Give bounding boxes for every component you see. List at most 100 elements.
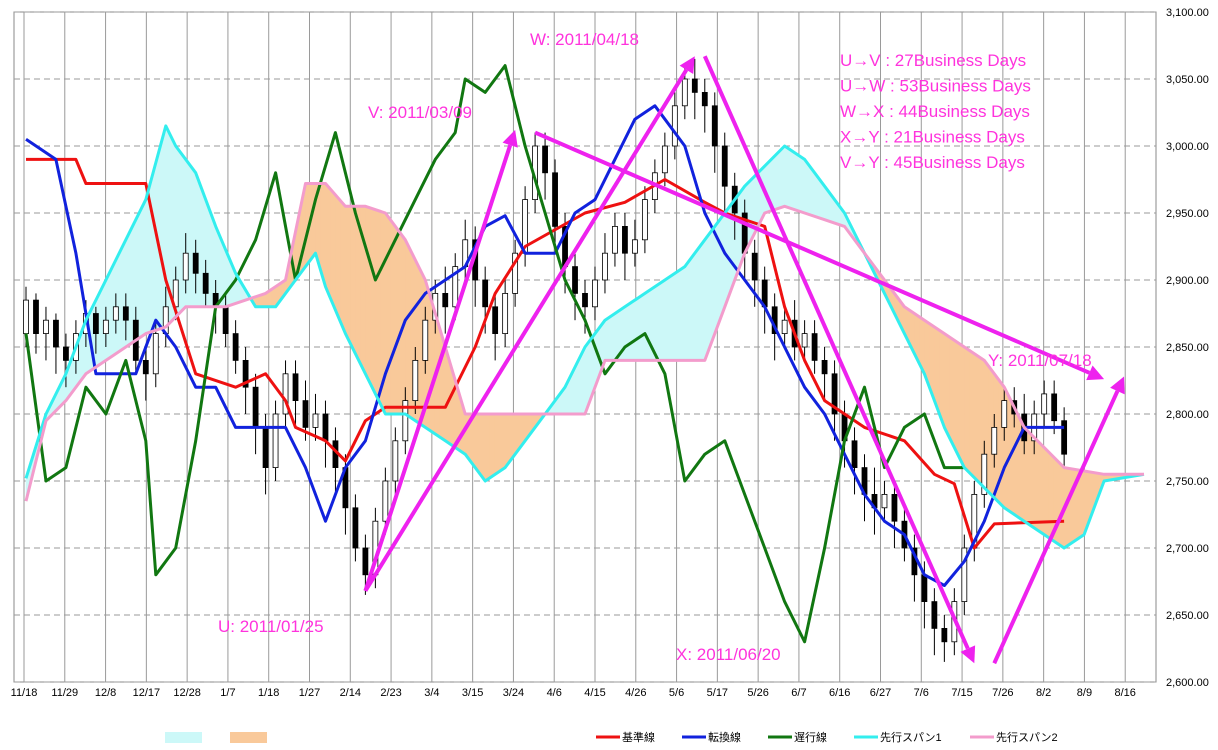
candle-body [661, 145, 668, 174]
x-tick-label: 7/15 [951, 687, 972, 699]
cloud-segment [624, 302, 631, 361]
candle-body [542, 145, 548, 174]
legend-label: 基準線 [622, 730, 655, 744]
cloud-segment [719, 212, 726, 321]
candlesticks [23, 58, 1068, 662]
y-axis-ticks: 2,600.00 2,650.00 2,700.00 2,750.00 2,800.00… [1166, 7, 1209, 689]
cloud-segment [604, 316, 611, 361]
x-tick-label: 5/17 [707, 687, 728, 699]
candle-body [382, 480, 389, 522]
y-tick-label: 3,100.00 [1166, 7, 1209, 19]
y-tick-label: 2,850.00 [1166, 342, 1209, 354]
cloud-segment [1028, 431, 1035, 529]
point-label: U: 2011/01/25 [218, 617, 324, 636]
candle-body [402, 400, 409, 442]
candle-body [881, 493, 888, 509]
indicator-lines [24, 64, 1145, 644]
cloud-segment [494, 413, 501, 475]
cloud-segment [694, 245, 701, 361]
candle-body [252, 386, 259, 428]
cloud-segment [1043, 446, 1050, 539]
candle-body [721, 145, 728, 187]
x-tick-label: 4/15 [584, 687, 605, 699]
cloud-segment [350, 206, 356, 354]
candle-body [222, 306, 229, 334]
series-line-4 [24, 124, 1145, 550]
candle-body [422, 319, 429, 361]
candle-body [691, 78, 698, 93]
cloud-segment [644, 289, 651, 361]
point-label: V: 2011/03/09 [368, 103, 472, 122]
cloud-segment [1033, 436, 1040, 532]
x-tick-label: 7/6 [914, 687, 929, 699]
cloud-segment [115, 249, 122, 355]
cloud-segment [669, 272, 676, 361]
arrow-head [502, 129, 518, 148]
arrow-head [960, 645, 976, 664]
candle-body [192, 252, 199, 274]
x-tick-label: 8/16 [1115, 687, 1136, 699]
y-tick-label: 2,900.00 [1166, 275, 1209, 287]
candle-body [991, 426, 998, 455]
duration-note: W→X : 44Business Days [840, 102, 1030, 121]
candle-body [1061, 420, 1068, 455]
arrow-shaft [702, 55, 970, 650]
cloud-segment [794, 152, 800, 212]
legend-swatch-span1-cloud [165, 732, 202, 743]
arrow-head [679, 56, 695, 75]
candle-body [272, 413, 279, 468]
arrow-head [1110, 376, 1125, 395]
duration-note: U→V : 27Business Days [840, 51, 1026, 70]
annotation-arrows [363, 55, 1125, 665]
legend: 基準線 転換線 遅行線 先行スパン1 先行スパン2 [165, 730, 1058, 744]
candle-body [53, 319, 59, 348]
candle-body [33, 299, 39, 335]
candle-body [552, 172, 558, 227]
candle-body [831, 373, 838, 415]
x-tick-label: 2/23 [380, 687, 401, 699]
x-tick-label: 1/27 [299, 687, 320, 699]
cloud-segment [659, 279, 666, 361]
candle-body [452, 266, 459, 308]
candle-body [282, 373, 289, 415]
candle-body [572, 266, 578, 294]
candle-body [671, 105, 678, 147]
cloud-segment [998, 379, 1005, 509]
y-tick-label: 2,950.00 [1166, 208, 1209, 220]
cloud-segment [709, 225, 716, 348]
cloud-segment [484, 413, 491, 482]
candle-body [362, 547, 369, 576]
candle-body [931, 601, 938, 629]
candle-body [392, 440, 399, 482]
cloud-segment [629, 299, 636, 361]
duration-notes: U→V : 27Business Days U→W : 53Business Da… [840, 51, 1031, 172]
candle-body [751, 252, 758, 281]
legend-label: 先行スパン1 [880, 731, 942, 744]
x-tick-label: 3/24 [503, 687, 524, 699]
candle-body [112, 306, 119, 321]
legend-label: 転換線 [708, 730, 741, 744]
x-tick-label: 4/26 [625, 687, 646, 699]
candle-body [1051, 393, 1058, 422]
candle-body [492, 306, 499, 334]
candle-body [981, 453, 988, 495]
candle-body [681, 78, 688, 107]
cloud-segment [325, 182, 331, 299]
cloud-segment [784, 145, 790, 209]
arrow-shaft [992, 390, 1120, 665]
cloud-segment [959, 343, 965, 468]
arrow-head [1086, 365, 1105, 381]
cloud-segment [804, 158, 810, 216]
candle-body [63, 346, 69, 361]
cloud-segment [684, 258, 691, 361]
candle-body [921, 574, 928, 602]
cloud-segment [395, 225, 401, 415]
series-line-1 [26, 157, 1065, 550]
cloud-segment [964, 346, 970, 474]
cloud-segment [664, 276, 671, 361]
cloud-segment [365, 205, 371, 384]
cloud-segment [679, 266, 686, 361]
cloud-segment [1013, 407, 1020, 519]
candle-body [352, 507, 359, 549]
candle-body [961, 547, 968, 602]
